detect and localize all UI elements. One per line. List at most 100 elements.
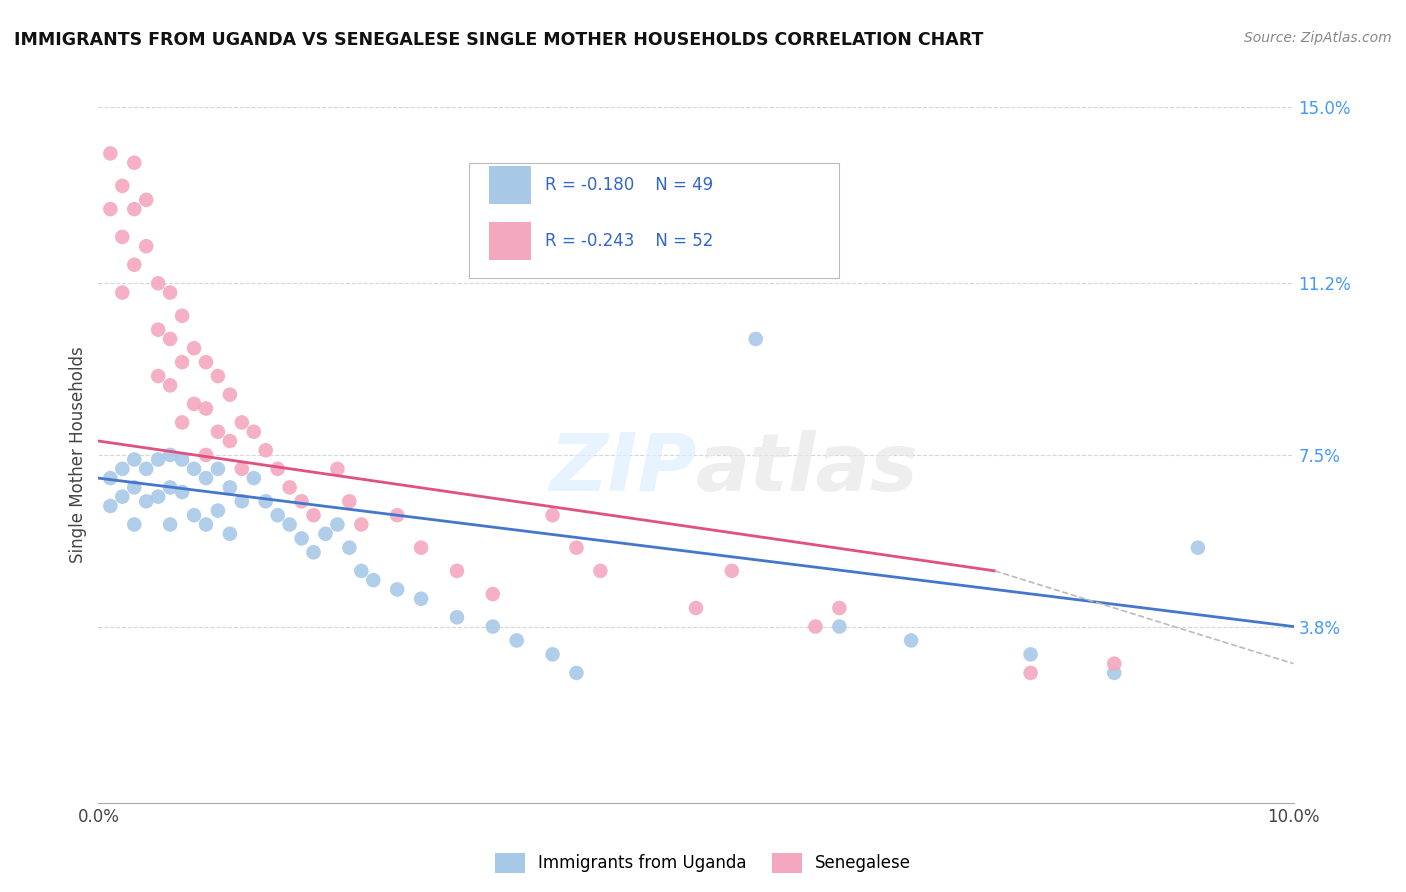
Point [278, 517, 301, 532]
Point [326, 517, 349, 532]
Point [828, 619, 851, 633]
Point [159, 480, 181, 494]
Point [363, 573, 385, 587]
Point [900, 633, 922, 648]
Point [159, 332, 181, 346]
FancyBboxPatch shape [470, 162, 839, 277]
Point [195, 448, 218, 462]
FancyBboxPatch shape [489, 222, 531, 260]
Point [207, 425, 229, 439]
Point [745, 332, 768, 346]
Point [267, 462, 290, 476]
Point [411, 541, 433, 555]
Point [446, 564, 468, 578]
Point [481, 619, 505, 633]
Point [1019, 665, 1042, 680]
Point [124, 452, 146, 467]
Point [828, 601, 851, 615]
Point [183, 508, 205, 523]
Point [111, 230, 134, 244]
Point [565, 665, 588, 680]
Point [339, 494, 360, 508]
Point [183, 341, 205, 355]
Text: atlas: atlas [696, 430, 918, 508]
Point [159, 378, 181, 392]
Point [207, 369, 229, 384]
Point [506, 633, 529, 648]
FancyBboxPatch shape [489, 166, 531, 204]
Point [195, 355, 218, 369]
Point [291, 494, 314, 508]
Point [446, 610, 468, 624]
Point [148, 323, 170, 337]
Text: Source: ZipAtlas.com: Source: ZipAtlas.com [1244, 31, 1392, 45]
Point [124, 480, 146, 494]
Point [159, 448, 181, 462]
Point [219, 434, 242, 448]
Point [385, 582, 409, 597]
Point [481, 587, 505, 601]
Point [207, 462, 229, 476]
Point [207, 503, 229, 517]
Point [804, 619, 827, 633]
Point [721, 564, 744, 578]
Point [183, 397, 205, 411]
Point [219, 387, 242, 401]
Point [267, 508, 290, 523]
Point [148, 277, 170, 291]
Point [219, 526, 242, 541]
Point [100, 499, 122, 513]
Point [100, 146, 122, 161]
Point [1104, 657, 1126, 671]
Point [111, 462, 134, 476]
Point [231, 494, 253, 508]
Point [172, 485, 194, 500]
Point [350, 517, 373, 532]
Point [111, 490, 134, 504]
Point [565, 541, 588, 555]
Point [124, 202, 146, 216]
Point [541, 648, 564, 662]
Point [302, 508, 325, 523]
Point [254, 443, 277, 458]
Point [111, 285, 134, 300]
Point [589, 564, 612, 578]
Point [411, 591, 433, 606]
Point [100, 471, 122, 485]
Point [124, 258, 146, 272]
Point [385, 508, 409, 523]
Text: IMMIGRANTS FROM UGANDA VS SENEGALESE SINGLE MOTHER HOUSEHOLDS CORRELATION CHART: IMMIGRANTS FROM UGANDA VS SENEGALESE SIN… [14, 31, 983, 49]
Point [148, 369, 170, 384]
Point [135, 462, 157, 476]
Point [231, 462, 253, 476]
Point [124, 155, 146, 169]
Point [291, 532, 314, 546]
Point [243, 471, 266, 485]
Point [135, 239, 157, 253]
Point [135, 193, 157, 207]
Point [339, 541, 360, 555]
Text: ZIP: ZIP [548, 430, 696, 508]
Point [1104, 665, 1126, 680]
Point [219, 480, 242, 494]
Point [541, 508, 564, 523]
Y-axis label: Single Mother Households: Single Mother Households [69, 347, 87, 563]
Legend: Immigrants from Uganda, Senegalese: Immigrants from Uganda, Senegalese [488, 847, 918, 880]
Point [135, 494, 157, 508]
Point [172, 309, 194, 323]
Point [195, 401, 218, 416]
Point [326, 462, 349, 476]
Point [685, 601, 707, 615]
Point [350, 564, 373, 578]
Point [302, 545, 325, 559]
Point [254, 494, 277, 508]
Text: R = -0.180    N = 49: R = -0.180 N = 49 [546, 177, 713, 194]
Point [148, 452, 170, 467]
Point [243, 425, 266, 439]
Point [231, 416, 253, 430]
Point [1187, 541, 1209, 555]
Point [195, 517, 218, 532]
Point [172, 452, 194, 467]
Point [111, 178, 134, 193]
Point [195, 471, 218, 485]
